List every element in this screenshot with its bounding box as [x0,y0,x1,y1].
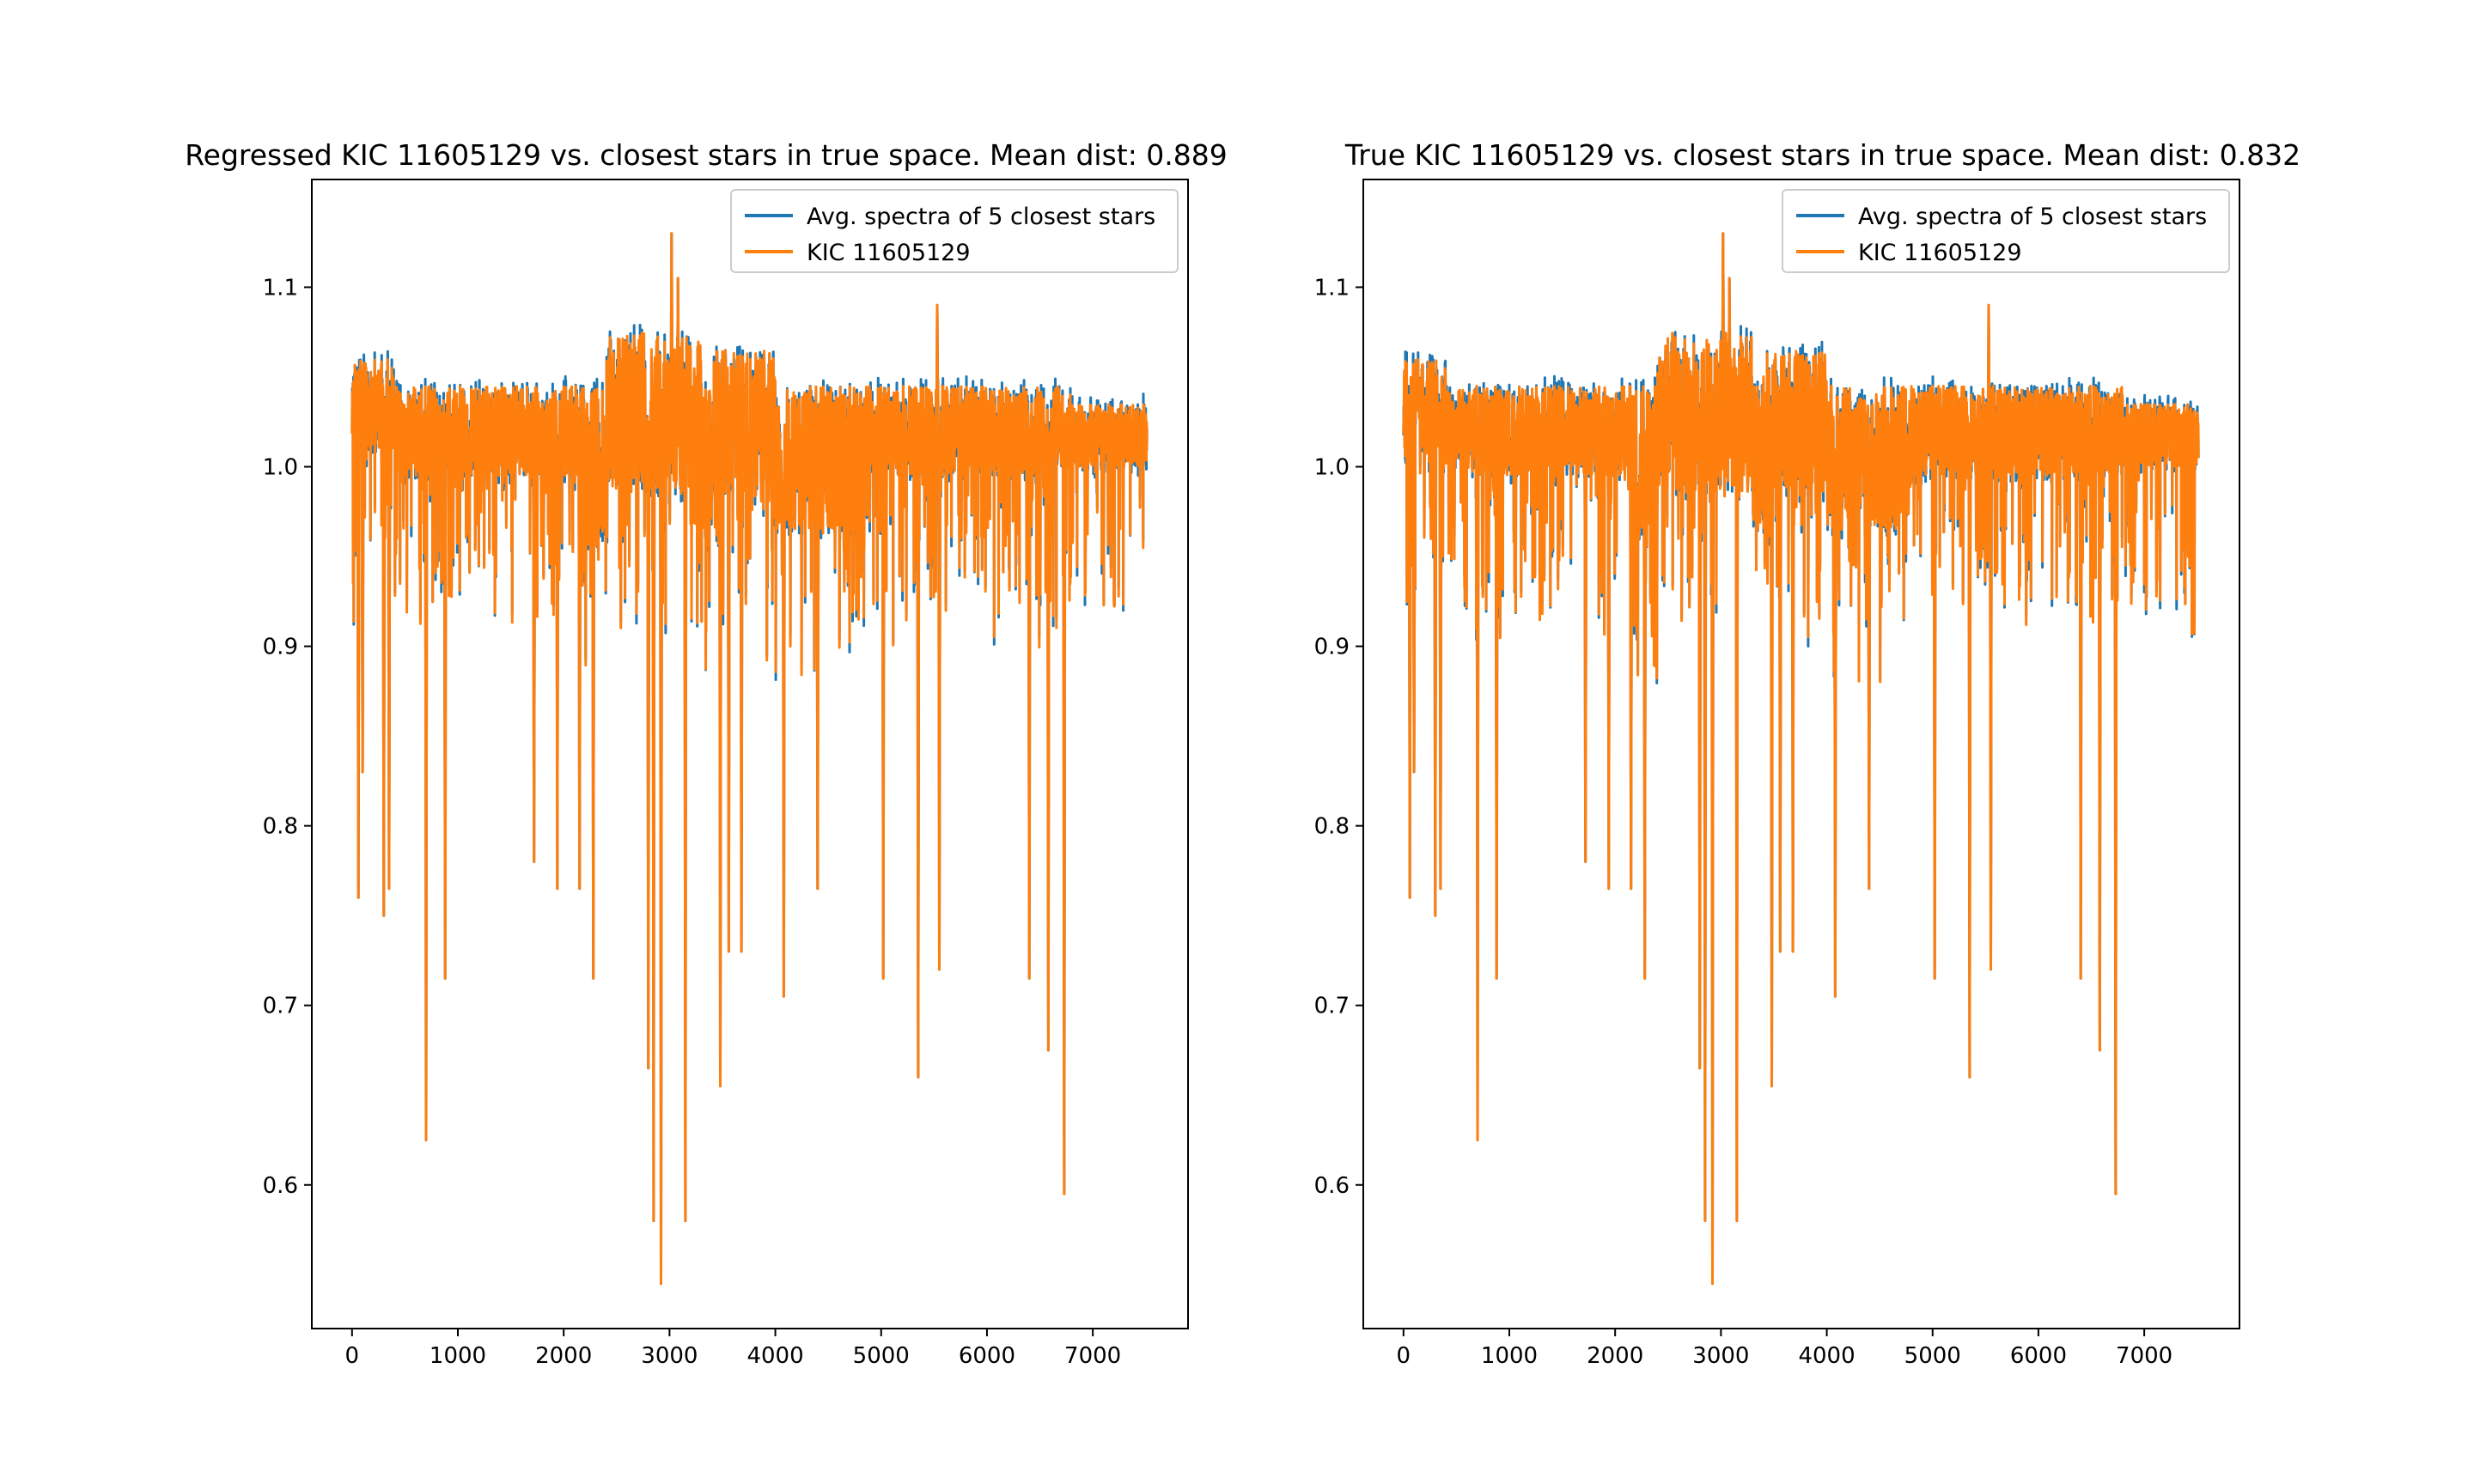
left-x-tick-label: 0 [345,1343,360,1369]
left-series-lines [350,232,1149,1286]
right-y-tick-label: 0.7 [1314,994,1350,1019]
left-x-tick-label: 6000 [959,1343,1015,1369]
right-legend-label-avg-spectra: Avg. spectra of 5 closest stars [1858,204,2207,230]
left-y-tick-label: 0.9 [263,635,298,660]
right-y-tick-label: 1.1 [1314,275,1350,301]
left-x-tick-label: 7000 [1064,1343,1121,1369]
right-x-tick-label: 7000 [2116,1343,2172,1369]
left-y-tick-label: 1.0 [263,455,298,481]
left-legend-label-kic: KIC 11605129 [807,240,971,266]
right-legend-box [1782,189,2230,273]
right-x-tick-label: 1000 [1481,1343,1538,1369]
left-y-tick-label: 0.8 [263,814,298,840]
right-x-tick-label: 2000 [1587,1343,1643,1369]
right-y-tick-label: 0.8 [1314,814,1350,840]
right-axes-frame [1362,179,2240,1329]
left-legend: Avg. spectra of 5 closest stars KIC 1160… [730,189,1179,273]
left-x-tick-label: 1000 [430,1343,486,1369]
right-series-line-kic [1402,232,2200,1286]
right-y-tick-label: 1.0 [1314,455,1350,481]
left-x-tick-label: 5000 [853,1343,910,1369]
left-plot-area: 0 1000 2000 3000 4000 5000 6000 7000 0.60.70.80… [263,179,1189,1369]
right-x-axis: 0 1000 2000 3000 4000 5000 6000 7000 [1397,1329,2172,1369]
right-legend: Avg. spectra of 5 closest stars KIC 1160… [1782,189,2230,273]
left-legend-label-avg-spectra: Avg. spectra of 5 closest stars [807,204,1155,230]
right-y-tick-label: 0.6 [1314,1173,1350,1199]
left-x-tick-label: 2000 [535,1343,592,1369]
left-x-axis: 0 1000 2000 3000 4000 5000 6000 7000 [345,1329,1121,1369]
left-subplot: Regressed KIC 11605129 vs. closest stars… [185,138,1228,1369]
right-x-tick-label: 0 [1397,1343,1411,1369]
left-y-tick-label: 1.1 [263,275,298,301]
right-y-axis: 0.6 0.7 0.8 0.9 1.0 1.1 [1314,275,1363,1199]
left-series-line-kic [350,232,1149,1286]
left-y-tick-label: 0.6 [263,1173,298,1199]
right-x-tick-label: 4000 [1798,1343,1855,1369]
right-y-tick-label: 0.9 [1314,635,1350,660]
left-x-tick-label: 3000 [641,1343,698,1369]
left-axes-frame [311,179,1189,1329]
right-series-lines [1402,232,2200,1286]
right-x-tick-label: 5000 [1904,1343,1961,1369]
right-x-tick-label: 3000 [1692,1343,1749,1369]
right-plot-area: 0 1000 2000 3000 4000 5000 6000 7000 0.60.70.80… [1314,179,2240,1369]
right-legend-label-kic: KIC 11605129 [1858,240,2022,266]
left-x-tick-label: 4000 [746,1343,803,1369]
left-y-axis: 0.6 0.7 0.8 0.9 1.0 1.1 [263,275,312,1199]
left-chart-title: Regressed KIC 11605129 vs. closest stars… [185,138,1228,172]
right-chart-title: True KIC 11605129 vs. closest stars in t… [1344,138,2300,172]
right-subplot: True KIC 11605129 vs. closest stars in t… [1314,138,2300,1369]
right-x-tick-label: 6000 [2010,1343,2067,1369]
left-y-tick-label: 0.7 [263,994,298,1019]
left-legend-box [730,189,1179,273]
